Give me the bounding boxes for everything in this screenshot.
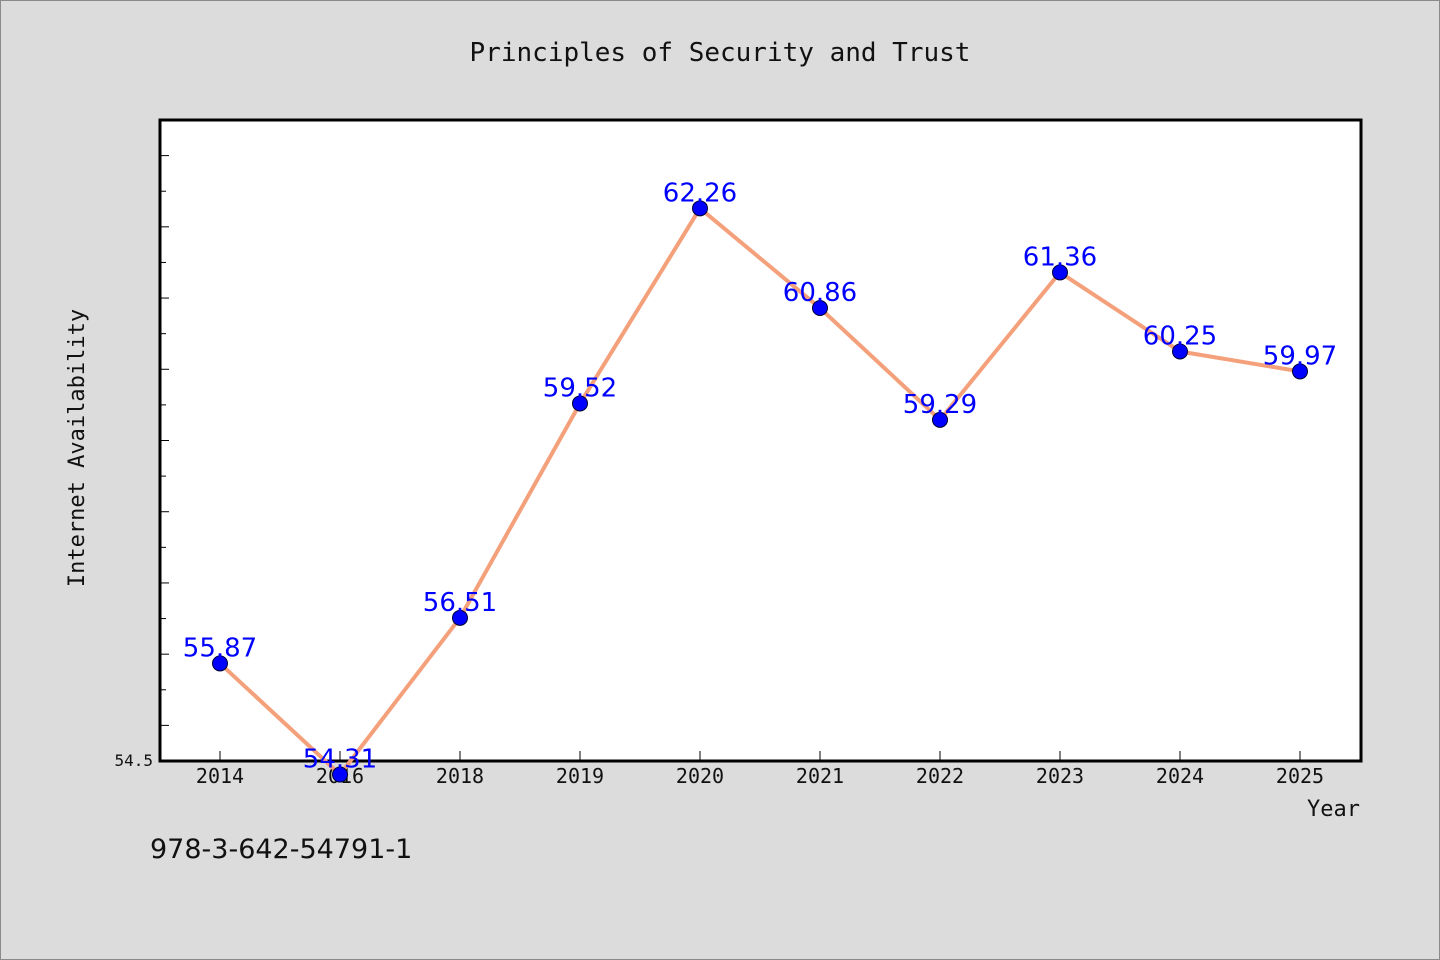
data-label: 59.52 <box>543 373 617 403</box>
y-axis-label: Internet Availability <box>65 309 90 587</box>
data-label: 61.36 <box>1023 242 1097 272</box>
data-point <box>932 411 948 428</box>
data-label: 55.87 <box>183 633 257 663</box>
data-point <box>332 766 348 783</box>
x-axis-label: Year <box>1307 797 1360 822</box>
x-tick-label: 2014 <box>196 764 244 788</box>
data-label: 62.26 <box>663 178 737 208</box>
x-tick-label: 2021 <box>796 764 844 788</box>
data-point <box>1052 264 1068 281</box>
data-point <box>452 609 468 626</box>
y-axis-ticks <box>160 119 169 762</box>
isbn-text: 978-3-642-54791-1 <box>150 834 413 865</box>
x-tick-label: 2020 <box>676 764 724 788</box>
data-point <box>212 655 228 672</box>
x-tick-label: 2024 <box>1156 764 1204 788</box>
x-tick-label: 2022 <box>916 764 964 788</box>
data-point <box>812 300 828 317</box>
data-label: 59.29 <box>903 390 977 420</box>
x-tick-label: 2023 <box>1036 764 1084 788</box>
data-point <box>572 395 588 412</box>
data-point <box>692 200 708 217</box>
x-tick-label: 2018 <box>436 764 484 788</box>
data-label: 54.31 <box>303 745 377 775</box>
y-tick-label: 54.5 <box>114 751 153 770</box>
data-point <box>1172 343 1188 360</box>
data-label: 56.51 <box>423 588 497 618</box>
data-label: 59.97 <box>1263 341 1337 371</box>
x-tick-label: 2019 <box>556 764 604 788</box>
data-label: 60.86 <box>783 278 857 308</box>
series-layer: 55.87 54.31 56.51 59.52 62.26 60.86 59.29 61.36… <box>183 178 1337 783</box>
data-point <box>1292 363 1308 380</box>
plot-area <box>158 118 1363 763</box>
x-axis-ticks: 2014201620182019202020212022202320242025 <box>196 751 1324 788</box>
series-line <box>218 206 1302 777</box>
chart-title: Principles of Security and Trust <box>470 38 971 68</box>
x-tick-label: 2025 <box>1276 764 1324 788</box>
data-label: 60.25 <box>1143 321 1217 351</box>
